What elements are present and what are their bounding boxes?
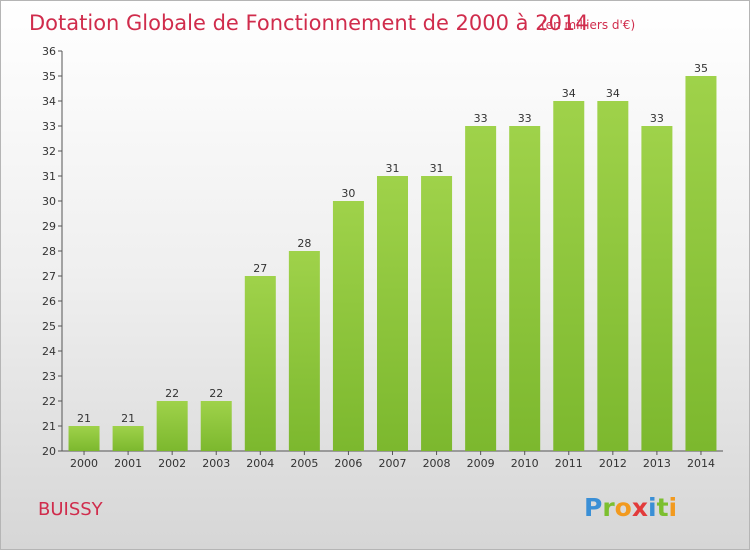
value-label-2001: 21 [121,412,135,425]
y-tick-label: 31 [42,170,56,183]
value-label-2003: 22 [209,387,223,400]
x-tick-label-2003: 2003 [202,457,230,470]
bar-2007 [377,176,408,451]
logo-letter: r [602,493,615,522]
logo-letter: o [615,493,632,522]
y-axis: 20 21 22 23 24 25 26 27 28 29 30 31 32 33 34 35 36 [42,45,63,458]
value-label-2009: 33 [474,112,488,125]
y-tick-label: 23 [42,370,56,383]
value-label-2007: 31 [386,162,400,175]
value-label-2011: 34 [562,87,576,100]
logo-letter: P [584,493,602,522]
bar-2002 [156,401,188,451]
value-label-2005: 28 [297,237,311,250]
x-tick-label-2004: 2004 [246,457,274,470]
y-tick-label: 34 [42,95,56,108]
x-tick-label-2006: 2006 [334,457,362,470]
value-label-2008: 31 [430,162,444,175]
x-tick-label-2014: 2014 [687,457,715,470]
town-name: BUISSY [38,499,104,520]
bar-2009 [465,126,497,451]
y-tick-label: 32 [42,145,56,158]
x-tick-label-2005: 2005 [290,457,318,470]
logo-letter: x [632,493,648,522]
bar-2000 [68,426,100,451]
x-tick-label-2011: 2011 [555,457,583,470]
y-tick-label: 35 [42,70,56,83]
chart-title: Dotation Globale de Fonctionnement de 20… [29,11,589,35]
value-label-2010: 33 [518,112,532,125]
logo-letter: i [648,493,657,522]
x-tick-label-2013: 2013 [643,457,671,470]
value-label-2012: 34 [606,87,620,100]
proxiti-logo: Proxiti [584,493,677,522]
y-tick-label: 20 [42,445,56,458]
x-tick-label-2002: 2002 [158,457,186,470]
y-tick-label: 24 [42,345,56,358]
y-tick-label: 22 [42,395,56,408]
x-tick-label-2007: 2007 [379,457,407,470]
logo-letter: t [657,493,669,522]
bar-2011 [553,101,585,451]
bar-2005 [288,251,320,451]
y-tick-label: 26 [42,295,56,308]
x-tick-label-2000: 2000 [70,457,98,470]
chart-subtitle: (en milliers d'€) [541,18,635,32]
bar-2001 [112,426,144,451]
bar-2006 [332,201,364,451]
x-axis: 2000 2001 2002 2003 2004 2005 2006 2007 2008 2009… [62,450,723,470]
bar-2008 [421,176,453,451]
y-tick-label: 27 [42,270,56,283]
y-tick-label: 36 [42,45,56,58]
bar-2013 [641,126,673,451]
logo-letter: i [669,493,678,522]
x-tick-label-2009: 2009 [467,457,495,470]
bar-2003 [200,401,232,451]
value-labels-group: 21 21 22 22 27 28 30 31 31 33 33 34 34 33 35 [77,62,708,425]
y-tick-label: 30 [42,195,56,208]
value-label-2013: 33 [650,112,664,125]
x-tick-label-2010: 2010 [511,457,539,470]
y-tick-label: 21 [42,420,56,433]
bars-group [68,76,717,451]
y-tick-label: 29 [42,220,56,233]
y-tick-label: 28 [42,245,56,258]
x-tick-label-2008: 2008 [423,457,451,470]
x-tick-label-2012: 2012 [599,457,627,470]
bar-2014 [685,76,717,451]
bar-2004 [244,276,276,451]
y-tick-label: 25 [42,320,56,333]
value-label-2000: 21 [77,412,91,425]
value-label-2014: 35 [694,62,708,75]
bar-2012 [597,101,629,451]
y-tick-label: 33 [42,120,56,133]
value-label-2006: 30 [341,187,355,200]
x-tick-label-2001: 2001 [114,457,142,470]
value-label-2002: 22 [165,387,179,400]
value-label-2004: 27 [253,262,267,275]
bar-2010 [509,126,541,451]
